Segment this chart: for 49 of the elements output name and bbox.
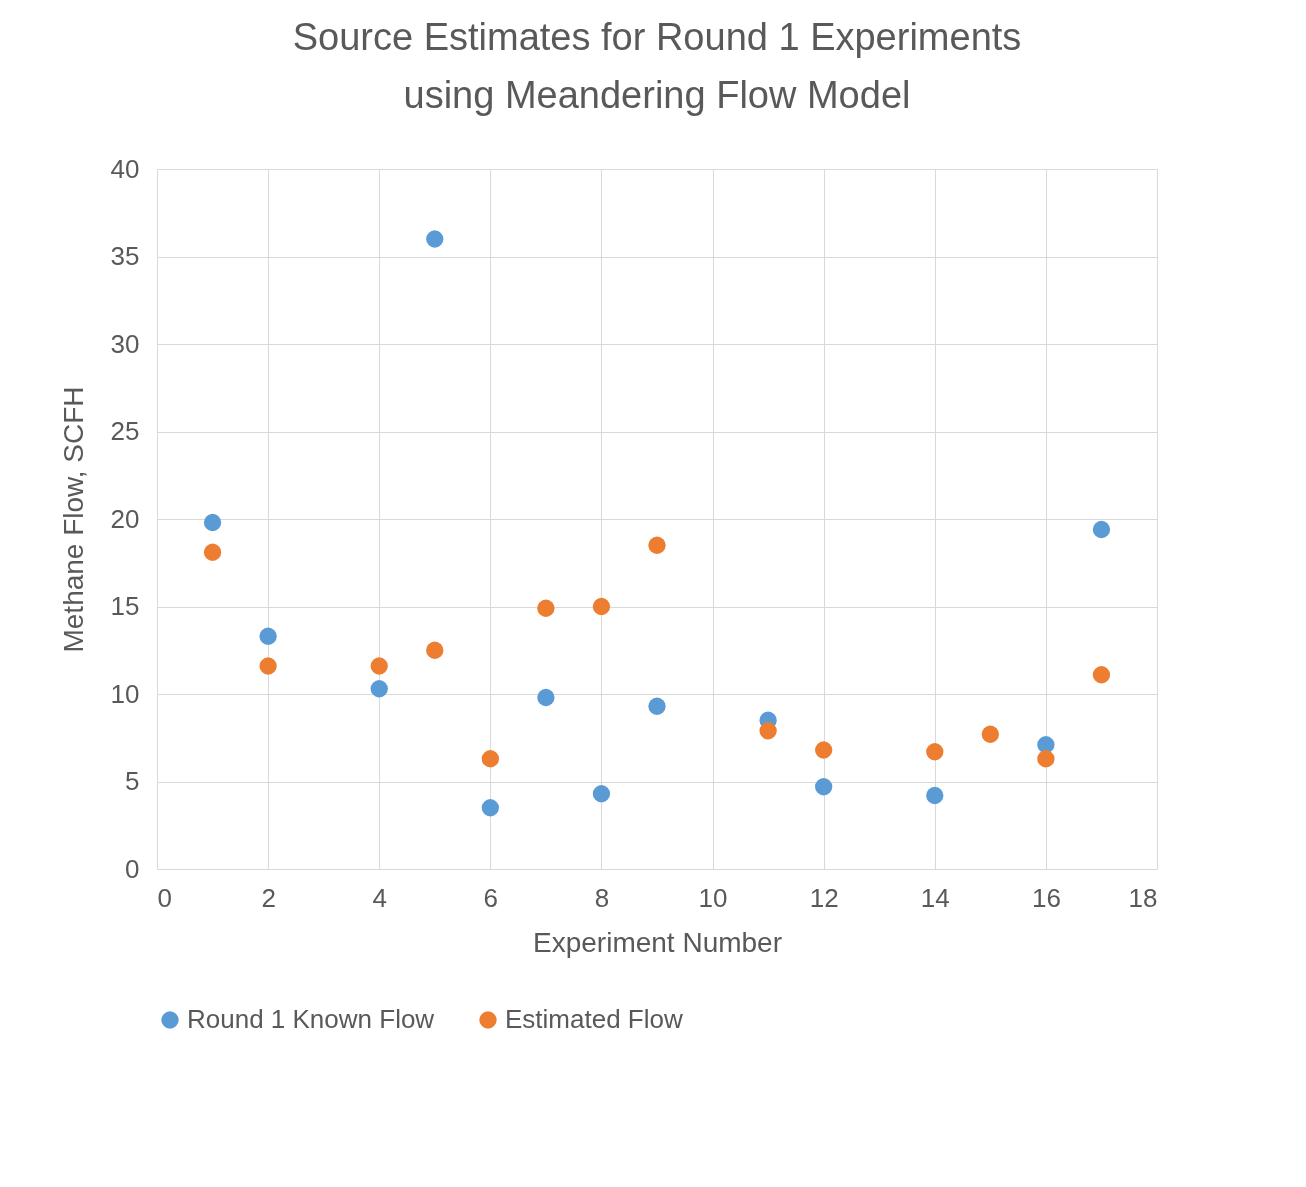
y-tick-label: 5 bbox=[125, 766, 140, 796]
y-axis-title: Methane Flow, SCFH bbox=[57, 386, 89, 653]
x-tick-label: 10 bbox=[698, 882, 728, 913]
point bbox=[759, 722, 777, 740]
point bbox=[648, 697, 666, 715]
point bbox=[815, 741, 833, 759]
y-tick-label: 35 bbox=[110, 241, 140, 271]
point bbox=[926, 743, 944, 761]
x-tick-label: 18 bbox=[1128, 882, 1158, 913]
point bbox=[981, 725, 999, 743]
x-tick-label: 2 bbox=[261, 882, 276, 913]
x-tick-label: 14 bbox=[920, 882, 950, 913]
x-tick-label: 8 bbox=[594, 882, 610, 913]
point bbox=[259, 627, 277, 645]
point bbox=[1092, 520, 1111, 539]
point bbox=[481, 799, 499, 817]
point bbox=[203, 543, 222, 561]
point bbox=[1092, 666, 1111, 684]
x-tick-label: 4 bbox=[372, 882, 387, 913]
point bbox=[370, 680, 388, 698]
point bbox=[481, 750, 499, 768]
point bbox=[815, 778, 833, 796]
y-tick-label: 10 bbox=[110, 678, 140, 709]
y-tick-label: 0 bbox=[125, 853, 140, 884]
y-tick-label: 40 bbox=[110, 153, 140, 184]
point bbox=[592, 597, 611, 616]
point bbox=[592, 785, 611, 803]
y-tick-label: 15 bbox=[110, 591, 140, 621]
y-tick-label: 25 bbox=[110, 416, 140, 446]
chart-title: Source Estimates for Round 1 Experiments using Meandering Flow Model bbox=[292, 16, 1022, 116]
point bbox=[426, 641, 444, 659]
legend-label: Estimated Flow bbox=[505, 1004, 683, 1034]
x-tick-label: 0 bbox=[157, 882, 172, 913]
legend-label: Round 1 Known Flow bbox=[187, 1004, 435, 1034]
x-tick-label: 16 bbox=[1031, 882, 1061, 913]
point bbox=[537, 688, 555, 707]
x-axis-title: Experiment Number bbox=[533, 926, 782, 958]
y-tick-label: 20 bbox=[110, 503, 140, 534]
point bbox=[370, 657, 388, 675]
x-tick-label: 12 bbox=[809, 882, 839, 913]
y-tick-label: 30 bbox=[110, 328, 140, 359]
x-tick-label: 6 bbox=[483, 882, 499, 913]
point bbox=[203, 513, 222, 532]
point bbox=[1037, 750, 1055, 768]
point bbox=[426, 230, 444, 248]
point bbox=[537, 599, 555, 617]
point bbox=[259, 657, 277, 675]
point bbox=[926, 786, 944, 805]
point bbox=[648, 536, 666, 554]
